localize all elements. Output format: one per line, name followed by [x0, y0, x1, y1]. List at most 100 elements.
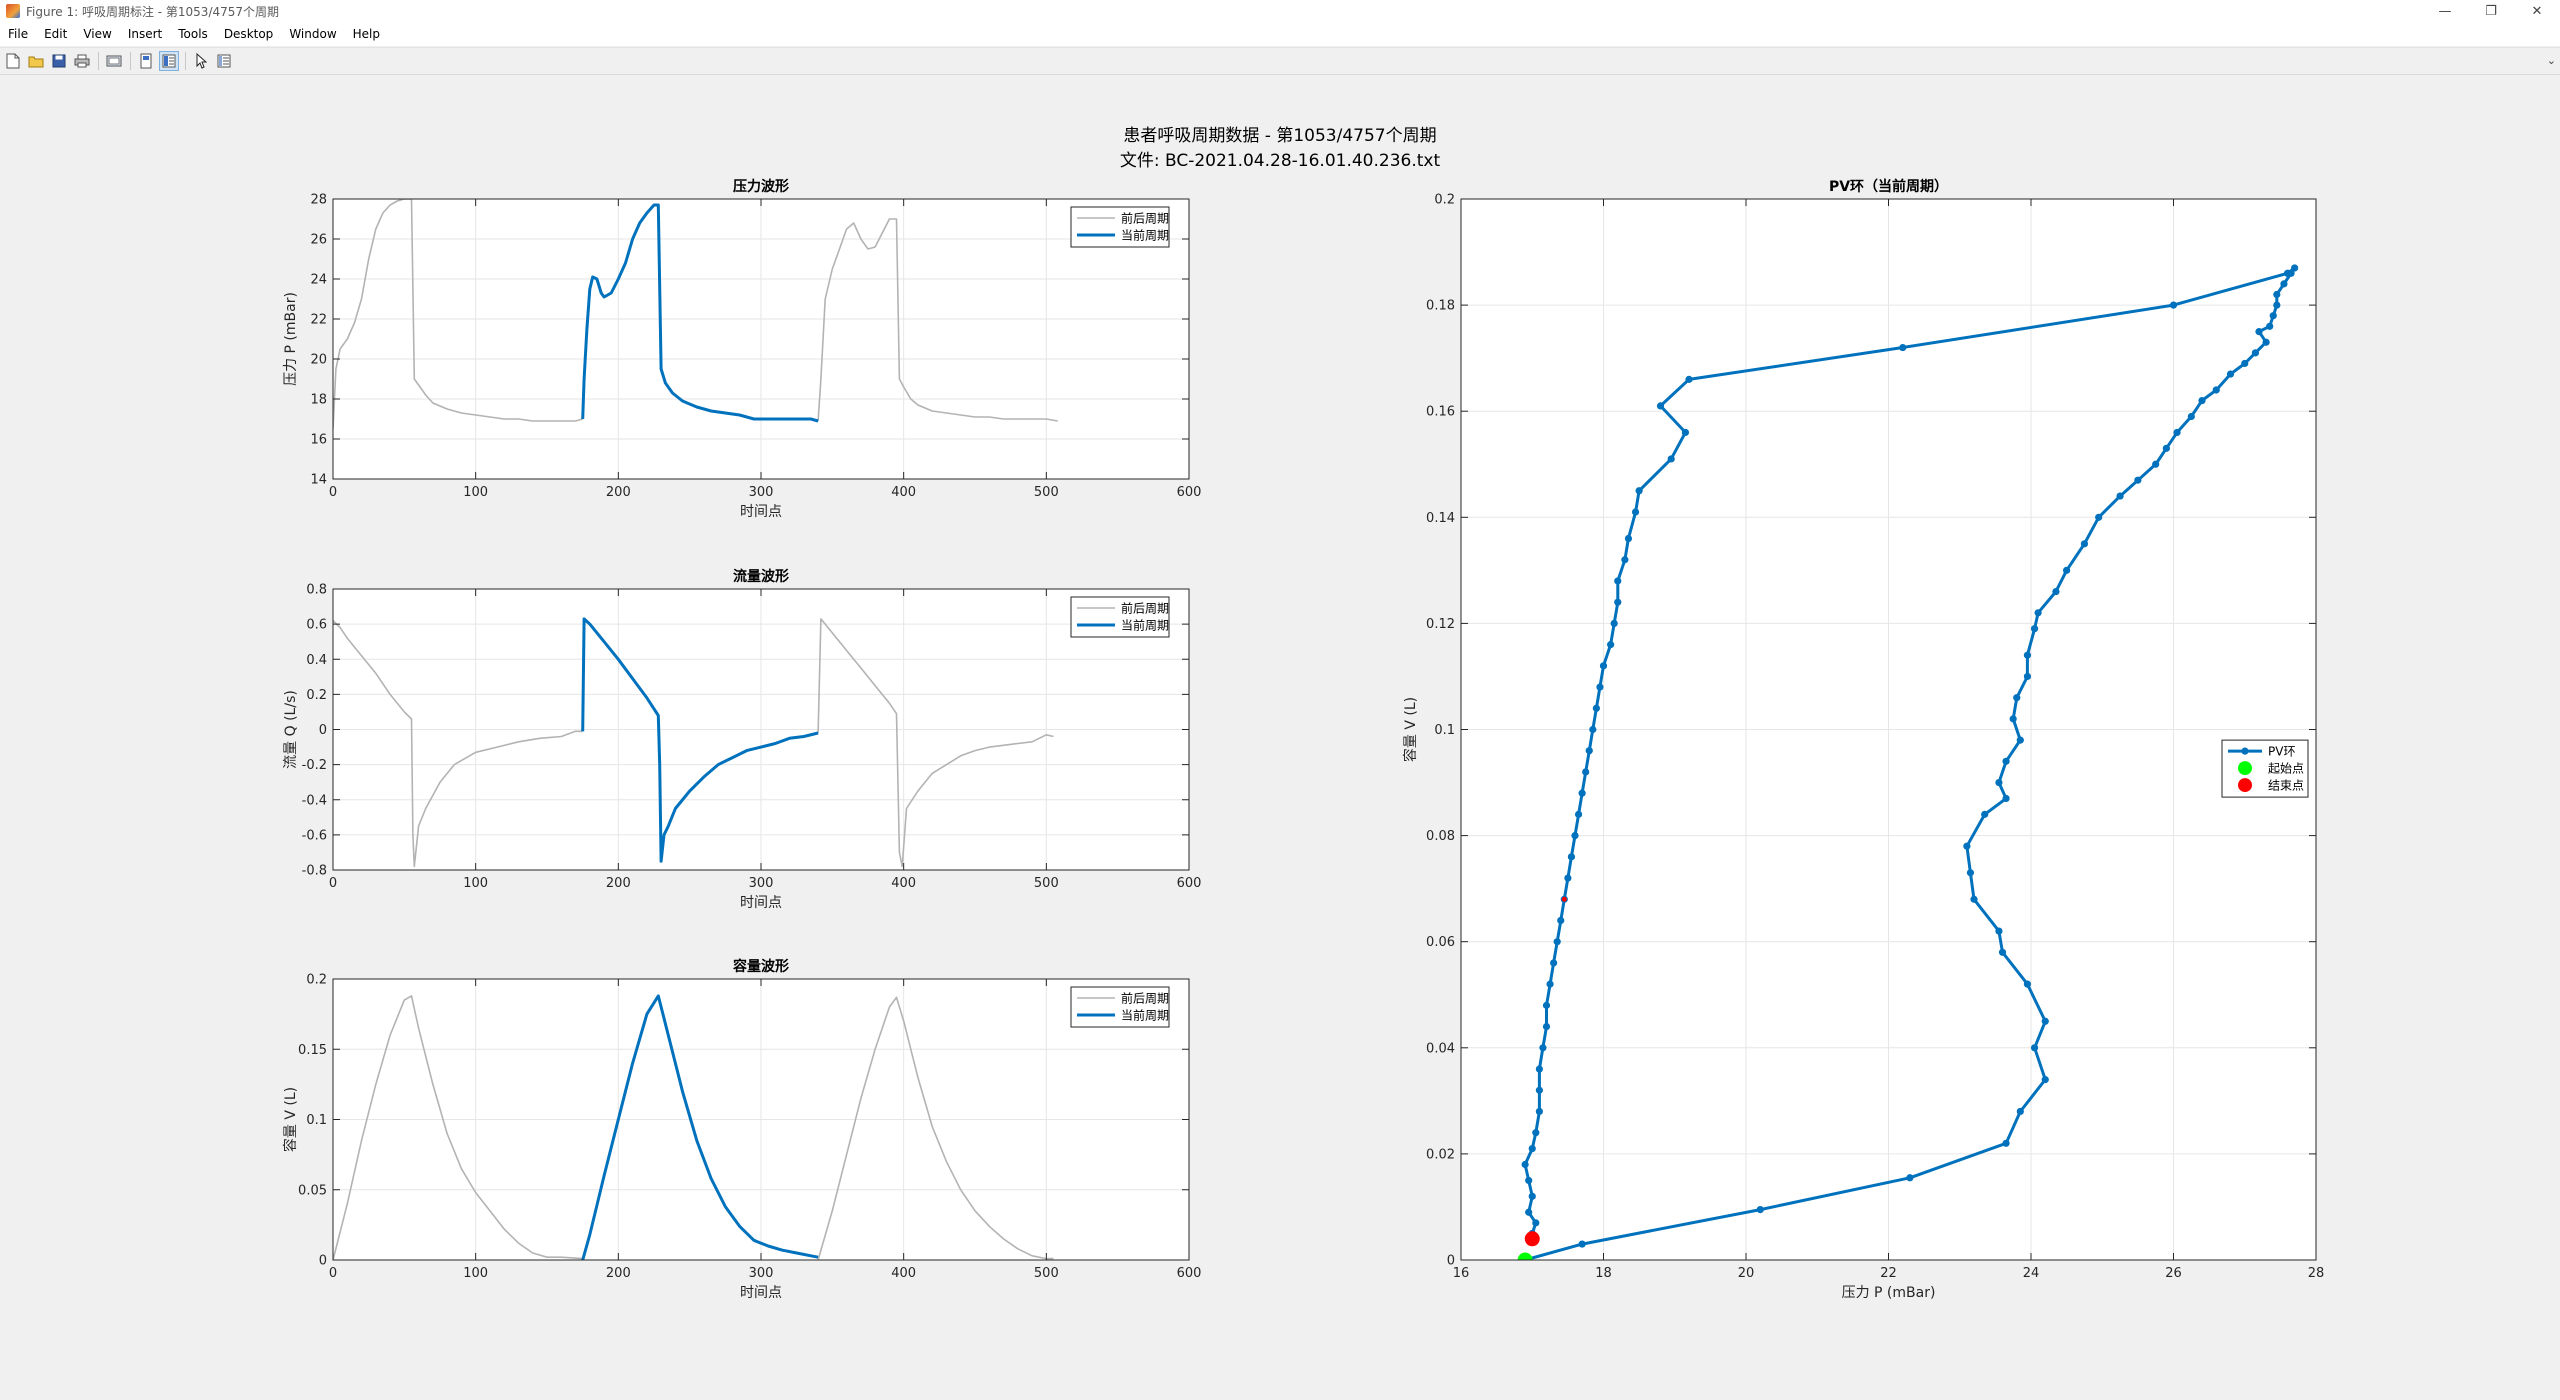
y-axis-label: 容量 V (L)	[1402, 697, 1419, 762]
menu-window[interactable]: Window	[289, 27, 337, 41]
pv-data-point	[1521, 1160, 1529, 1169]
pv-data-point	[1564, 874, 1572, 882]
previous-cycle-line-1	[817, 218, 1058, 422]
pv-data-point	[2241, 359, 2249, 368]
y-tick-label: 20	[310, 353, 327, 368]
legend-label: 结束点	[2268, 779, 2304, 793]
pv-data-point	[2009, 715, 2017, 723]
plots-svg: 0 100 200 300 400 500 6001416182022242628压力波形时…	[282, 178, 2324, 1301]
y-tick-label: 0.02	[1426, 1147, 1455, 1162]
restore-button[interactable]: ❐	[2485, 3, 2497, 19]
menu-edit[interactable]: Edit	[44, 27, 68, 41]
pv-data-point	[1542, 1022, 1551, 1031]
pv-data-point	[1995, 778, 2003, 787]
y-tick-label: 22	[310, 313, 327, 328]
save-icon[interactable]	[49, 51, 69, 71]
pv-data-point	[2134, 476, 2142, 484]
pv-data-point	[1589, 725, 1597, 734]
print-preview-icon[interactable]	[104, 51, 124, 71]
legend-swatch-marker	[2241, 747, 2249, 755]
pv-data-point	[1528, 1192, 1536, 1200]
y-tick-label: 0	[319, 723, 327, 738]
legend-label: 前后周期	[1121, 211, 1169, 226]
x-tick-label: 100	[463, 485, 488, 500]
y-tick-label: 0.08	[1426, 829, 1455, 844]
previous-cycle-line-1	[817, 996, 1054, 1260]
y-tick-label: 26	[310, 233, 327, 248]
legend-label: 当前周期	[1121, 228, 1169, 243]
pv-data-point	[1525, 1176, 1533, 1185]
window-title-bar: Figure 1: 呼吸周期标注 - 第1053/4757个周期 — ❐ ✕	[0, 0, 2560, 22]
menu-tools[interactable]: Tools	[178, 27, 208, 41]
close-button[interactable]: ✕	[2531, 3, 2543, 19]
dock-panels-icon[interactable]	[159, 51, 179, 71]
pv-data-point	[1571, 832, 1579, 840]
x-axis-label: 时间点	[740, 1285, 782, 1301]
new-figure-icon[interactable]	[3, 51, 23, 71]
x-tick-label: 500	[1034, 876, 1059, 891]
end-point	[1524, 1231, 1540, 1247]
y-tick-label: 0.4	[306, 653, 327, 668]
print-icon[interactable]	[72, 51, 92, 71]
link-plot-icon[interactable]	[136, 51, 156, 71]
y-tick-label: 0.18	[1426, 299, 1455, 314]
pv-data-point	[1592, 704, 1600, 712]
pv-data-point	[2262, 338, 2270, 346]
current-cycle-line-2	[581, 203, 819, 423]
x-axis-label: 时间点	[740, 504, 782, 520]
menu-help[interactable]: Help	[352, 27, 380, 41]
y-tick-label: 18	[310, 393, 327, 408]
y-tick-label: 14	[310, 473, 327, 488]
pv-data-point	[1681, 428, 1690, 437]
menu-insert[interactable]: Insert	[127, 27, 163, 41]
x-tick-label: 200	[606, 485, 631, 500]
legend-swatch-dot	[2238, 761, 2252, 776]
y-tick-label: -0.2	[302, 758, 327, 773]
previous-cycle-line-0	[333, 995, 583, 1260]
toolbar-expand-icon[interactable]: ⌄	[2546, 54, 2556, 67]
x-tick-label: 20	[1738, 1266, 1755, 1281]
previous-cycle-line-1	[817, 618, 1054, 868]
y-tick-label: 0.2	[306, 973, 327, 988]
legend-label: 前后周期	[1121, 601, 1169, 616]
edit-pointer-icon[interactable]	[191, 51, 211, 71]
pv-data-point	[1667, 455, 1675, 463]
axes-title: 压力波形	[733, 178, 789, 195]
x-tick-label: 300	[749, 876, 774, 891]
open-file-icon[interactable]	[26, 51, 46, 71]
pv-data-point	[1906, 1174, 1914, 1182]
menu-desktop[interactable]: Desktop	[223, 27, 274, 41]
menu-view[interactable]: View	[83, 27, 112, 41]
data-layer	[1517, 264, 2299, 1260]
x-tick-label: 500	[1034, 1266, 1059, 1281]
pv-data-point	[1607, 641, 1615, 649]
legend-box	[1070, 206, 1170, 248]
x-tick-label: 400	[891, 485, 916, 500]
menu-file[interactable]: File	[8, 27, 29, 41]
pv-marker-point	[1561, 896, 1567, 902]
pv-data-point	[1756, 1206, 1764, 1214]
legend-label: 当前周期	[1121, 618, 1169, 633]
minimize-button[interactable]: —	[2438, 3, 2452, 19]
y-tick-label: -0.8	[302, 864, 327, 879]
pv-data-point	[2052, 587, 2060, 596]
x-tick-label: 200	[606, 1266, 631, 1281]
pv-data-point	[1535, 1065, 1543, 1073]
legend-box	[1070, 986, 1170, 1028]
pv-data-point	[2016, 736, 2024, 744]
y-tick-label: 0.04	[1426, 1041, 1455, 1056]
y-tick-label: 0.05	[298, 1183, 327, 1198]
y-tick-label: 0.2	[1434, 193, 1455, 208]
property-inspector-icon[interactable]	[214, 51, 234, 71]
volume-axes: 0 100 200 300 400 500 600 0 0.05 0.1 0.15 0.2 容量波形时间…	[282, 958, 1201, 1301]
pv-data-point	[1631, 508, 1640, 516]
y-tick-label: 0.15	[298, 1043, 327, 1058]
toolbar-separator	[185, 52, 186, 70]
pv-data-point	[1542, 1001, 1551, 1009]
toolbar-separator	[98, 52, 99, 70]
pv-data-point	[1635, 487, 1643, 495]
